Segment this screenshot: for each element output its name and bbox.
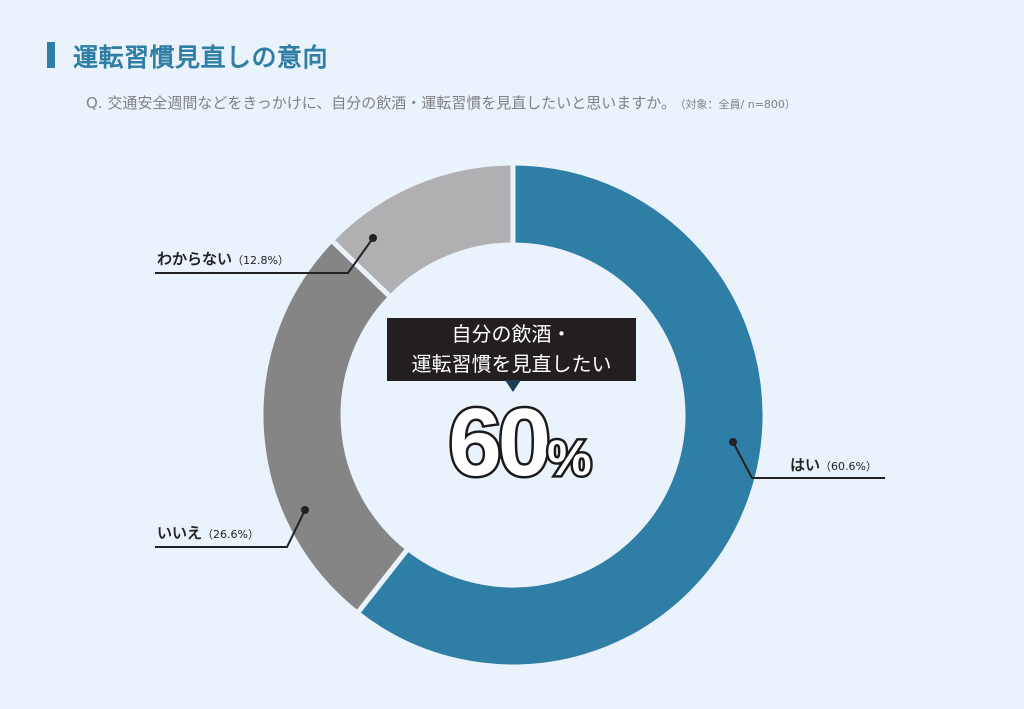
leader-dot-0 xyxy=(729,438,737,446)
slice-value-label-1: （26.6%） xyxy=(202,528,259,541)
leader-dot-2 xyxy=(369,234,377,242)
target-note: （対象：全員/ n=800） xyxy=(680,98,796,111)
slice-label-1: いいえ（26.6%） xyxy=(157,524,259,542)
center-percentage: 60% xyxy=(420,387,620,499)
slice-1 xyxy=(258,236,412,617)
slice-label-0: はい（60.6%） xyxy=(790,456,877,474)
leader-dot-1 xyxy=(301,506,309,514)
title-accent-bar xyxy=(47,42,55,68)
question: Q. 交通安全週間などをきっかけに、自分の飲酒・運転習慣を見直したいと思いますか… xyxy=(86,94,676,112)
leader-line-1 xyxy=(155,509,306,548)
leader-line-0 xyxy=(732,441,885,479)
slice-value-label-0: （60.6%） xyxy=(820,460,877,473)
center-value: 60 xyxy=(446,387,554,499)
callout-line1: 自分の飲酒・ xyxy=(451,322,572,346)
center-unit: % xyxy=(545,428,595,489)
callout-line2: 運転習慣を見直したい xyxy=(411,352,612,376)
callout-pointer xyxy=(505,380,521,392)
center-callout: 自分の飲酒・ 運転習慣を見直したい xyxy=(387,318,636,381)
question-text: Q. 交通安全週間などをきっかけに、自分の飲酒・運転習慣を見直したいと思いますか… xyxy=(86,92,796,113)
slice-value-label-2: （12.8%） xyxy=(232,254,289,267)
page-title: 運転習慣見直しの意向 xyxy=(73,43,329,72)
slice-2 xyxy=(327,160,516,301)
slice-0 xyxy=(353,160,768,670)
slice-label-2: わからない（12.8%） xyxy=(157,250,289,268)
leader-line-2 xyxy=(155,237,374,274)
